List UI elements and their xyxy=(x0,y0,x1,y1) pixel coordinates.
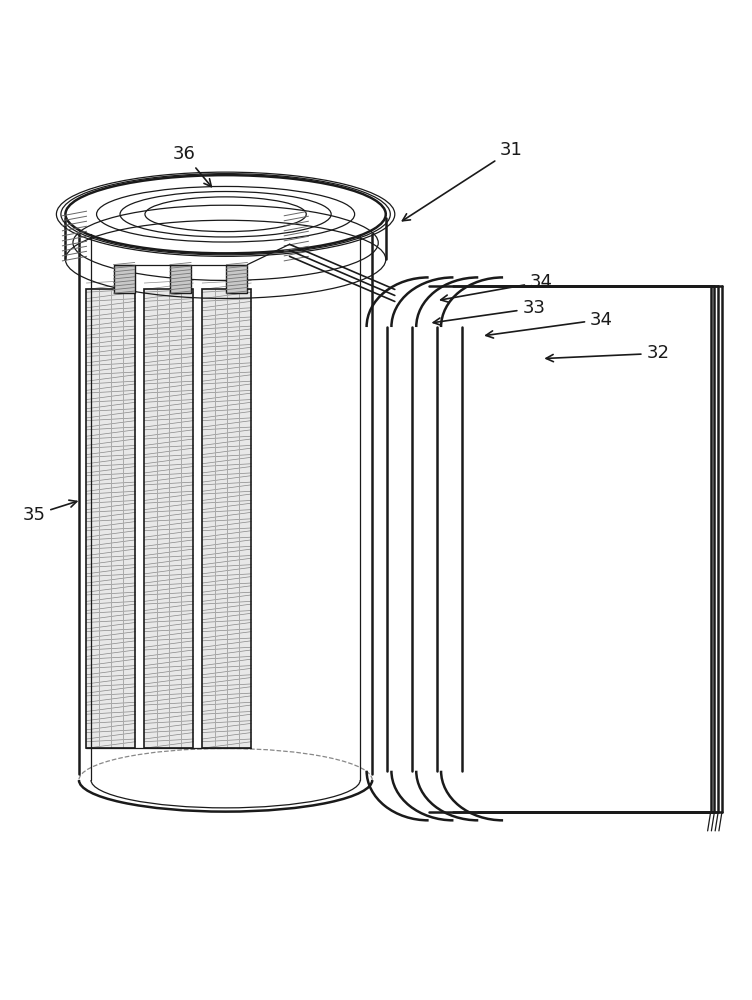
Bar xyxy=(144,289,193,748)
Text: 35: 35 xyxy=(23,500,77,524)
Text: 32: 32 xyxy=(546,344,669,362)
Bar xyxy=(202,289,251,748)
Bar xyxy=(170,265,191,293)
Text: 34: 34 xyxy=(441,273,553,302)
Bar xyxy=(202,289,251,748)
Bar xyxy=(86,289,135,748)
Bar xyxy=(144,289,193,748)
Text: 31: 31 xyxy=(402,141,523,221)
Text: 34: 34 xyxy=(486,311,613,338)
Text: 33: 33 xyxy=(433,299,545,325)
Text: 36: 36 xyxy=(173,145,211,187)
Bar xyxy=(86,289,135,748)
Bar xyxy=(114,265,135,293)
Bar xyxy=(226,265,247,293)
